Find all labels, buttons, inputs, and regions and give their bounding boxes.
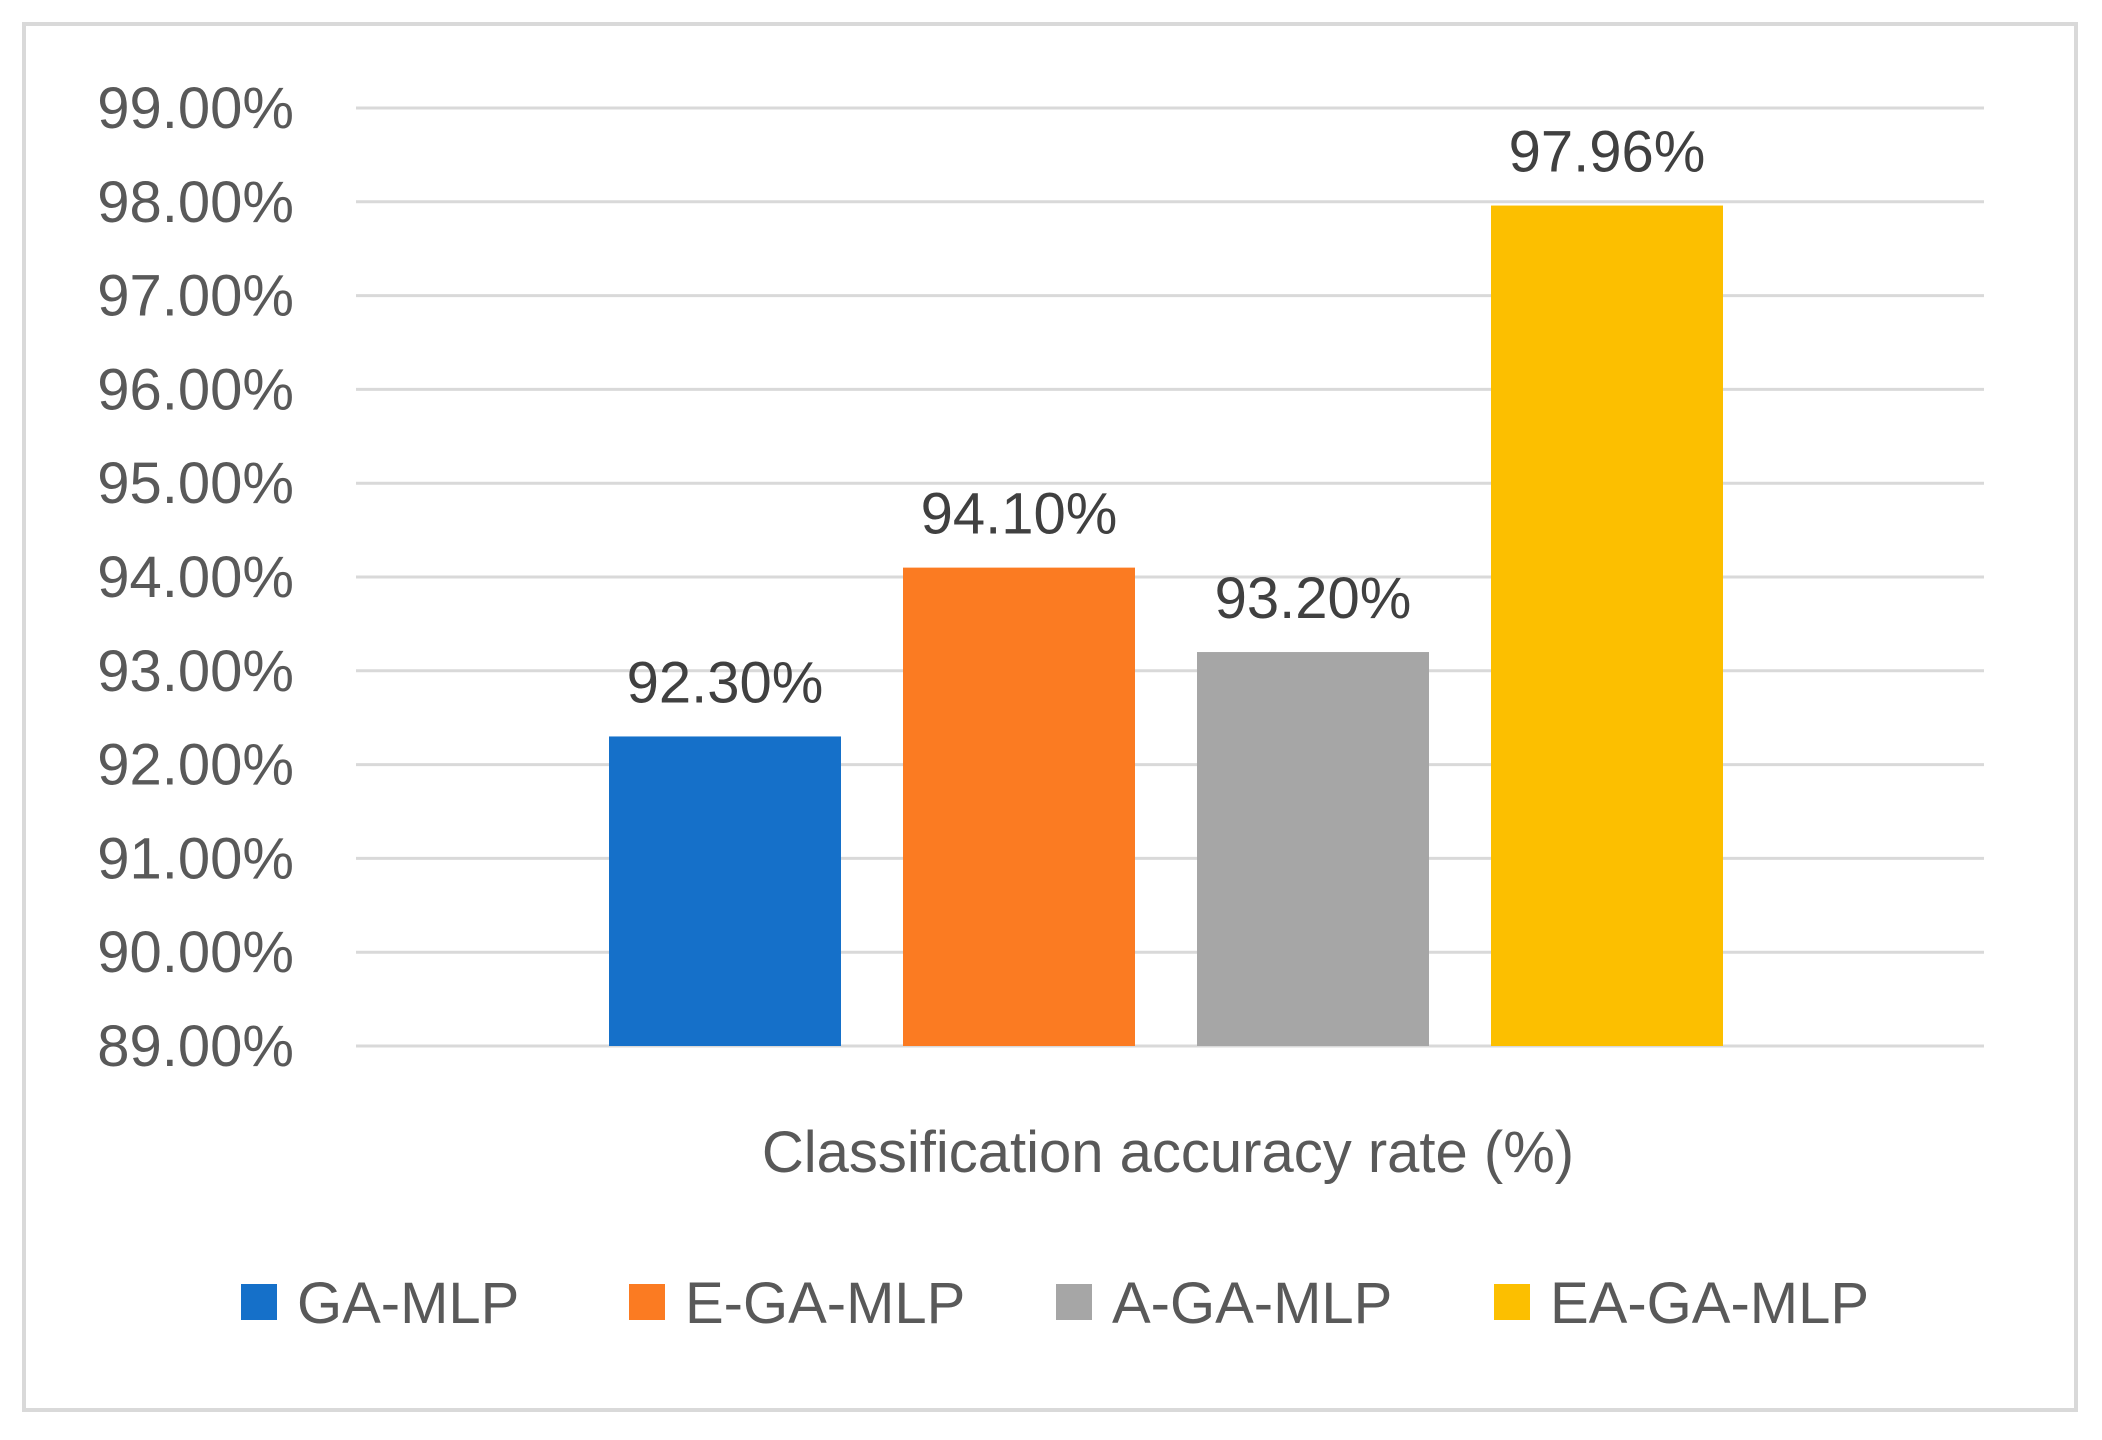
gridlines <box>356 106 1984 1048</box>
chart-frame: 89.00% 90.00% 91.00% 92.00% 93.00% 94.00% 95.0… <box>22 22 2078 1412</box>
data-label-ea-ga-mlp: 97.96% <box>1509 120 1706 185</box>
bars <box>609 205 1723 1046</box>
bar-chart: 89.00% 90.00% 91.00% 92.00% 93.00% 94.00% 95.0… <box>97 76 1984 1336</box>
bar-ga-mlp <box>609 736 841 1046</box>
legend-swatch-ga-mlp <box>241 1284 277 1320</box>
legend-label-ga-mlp: GA-MLP <box>297 1271 519 1336</box>
y-tick-label: 97.00% <box>97 264 294 329</box>
bar-a-ga-mlp <box>1197 652 1429 1046</box>
y-tick-label: 95.00% <box>97 451 294 516</box>
legend: GA-MLP E-GA-MLP A-GA-MLP EA-GA-MLP <box>241 1271 1869 1336</box>
legend-swatch-e-ga-mlp <box>629 1284 665 1320</box>
legend-swatch-ea-ga-mlp <box>1494 1284 1530 1320</box>
y-tick-label: 93.00% <box>97 639 294 704</box>
x-axis-title: Classification accuracy rate (%) <box>762 1120 1574 1185</box>
y-tick-label: 89.00% <box>97 1014 294 1079</box>
legend-swatch-a-ga-mlp <box>1056 1284 1092 1320</box>
y-tick-label: 99.00% <box>97 76 294 141</box>
data-label-ga-mlp: 92.30% <box>627 650 824 715</box>
legend-label-a-ga-mlp: A-GA-MLP <box>1112 1271 1392 1336</box>
legend-label-ea-ga-mlp: EA-GA-MLP <box>1550 1271 1869 1336</box>
data-label-e-ga-mlp: 94.10% <box>921 482 1118 547</box>
bar-e-ga-mlp <box>903 567 1135 1046</box>
y-tick-label: 98.00% <box>97 170 294 235</box>
bar-ea-ga-mlp <box>1491 205 1723 1046</box>
y-tick-label: 90.00% <box>97 920 294 985</box>
y-tick-label: 94.00% <box>97 545 294 610</box>
data-labels: 92.30% 94.10% 93.20% 97.96% <box>627 120 1706 716</box>
legend-label-e-ga-mlp: E-GA-MLP <box>685 1271 965 1336</box>
y-tick-label: 91.00% <box>97 826 294 891</box>
y-axis-tick-labels: 89.00% 90.00% 91.00% 92.00% 93.00% 94.00% 95.0… <box>97 76 294 1079</box>
y-tick-label: 92.00% <box>97 733 294 798</box>
data-label-a-ga-mlp: 93.20% <box>1215 566 1412 631</box>
y-tick-label: 96.00% <box>97 357 294 422</box>
